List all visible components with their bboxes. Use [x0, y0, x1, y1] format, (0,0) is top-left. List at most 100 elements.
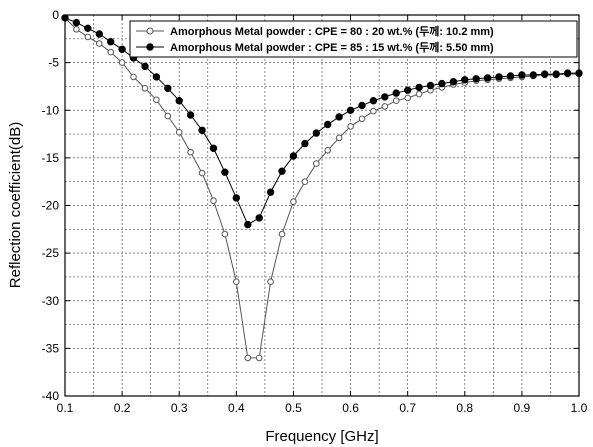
- series-2-point: [346, 106, 355, 115]
- series-1-point: [301, 178, 309, 185]
- series-1-point: [324, 147, 332, 154]
- series-1-point: [175, 128, 183, 136]
- series-1-point: [313, 160, 320, 167]
- series-2-point: [563, 69, 572, 77]
- series-1-point: [267, 278, 274, 286]
- series-1-point: [73, 26, 80, 33]
- legend-label-2: Amorphous Metal powder : CPE = 85 : 15 w…: [170, 40, 494, 54]
- series-2-point: [335, 113, 343, 121]
- series-2-point: [426, 81, 435, 90]
- series-2-point: [404, 86, 412, 94]
- x-tick-label: 0.1: [57, 401, 74, 415]
- x-tick-label: 0.4: [228, 401, 245, 415]
- series-1-point: [107, 48, 114, 56]
- y-tick-label: -15: [42, 151, 60, 165]
- series-2-point: [141, 62, 149, 71]
- series-1-point: [96, 40, 103, 47]
- series-2-point: [415, 83, 423, 92]
- series-1-point: [210, 197, 217, 204]
- x-tick-label: 0.3: [171, 401, 188, 415]
- series-2-point: [461, 76, 469, 84]
- series-1-point: [221, 230, 229, 238]
- x-axis-title: Frequency [GHz]: [265, 428, 378, 445]
- series-1-point: [290, 198, 297, 205]
- series-2-point: [266, 188, 275, 196]
- series-2-point: [369, 97, 378, 105]
- x-tick-label: 0.7: [399, 401, 416, 415]
- y-tick-label: -10: [42, 103, 60, 117]
- y-tick-label: -30: [42, 294, 60, 308]
- series-1-point: [255, 354, 263, 362]
- series-1-point: [153, 96, 160, 104]
- legend-marker-2: [146, 43, 154, 51]
- series-2-point: [221, 168, 229, 176]
- series-2-point: [449, 78, 458, 86]
- series-2-line: [64, 17, 579, 226]
- series-1-point: [244, 354, 252, 362]
- y-tick-label: -25: [42, 246, 60, 260]
- y-tick-label: -20: [42, 199, 60, 213]
- series-2-point: [175, 97, 183, 105]
- series-layer: [61, 14, 583, 362]
- series-1-point: [415, 90, 423, 98]
- series-2-point: [518, 71, 526, 79]
- x-tick-label: 1.0: [571, 401, 588, 415]
- series-1-point: [118, 59, 126, 66]
- series-1-point: [347, 123, 354, 130]
- series-2-point: [472, 75, 480, 83]
- legend-label-1: Amorphous Metal powder : CPE = 80 : 20 w…: [170, 24, 494, 38]
- series-2-point: [552, 70, 560, 78]
- y-tick-label: 0: [52, 8, 59, 22]
- series-1-point: [278, 230, 286, 238]
- series-2-point: [152, 73, 161, 81]
- legend-marker-1: [146, 27, 154, 35]
- x-tick-label: 0.2: [114, 401, 131, 415]
- series-1-point: [358, 115, 366, 123]
- series-1-point: [141, 85, 149, 92]
- tick-labels: 0.1 0.2 0.3 0.4 0.5 0.6 0.7 0.8 0.9 1.0 0 -5 -10 -15 -…: [42, 8, 588, 415]
- y-tick-label: -5: [48, 56, 59, 70]
- series-2-point: [72, 18, 81, 27]
- series-2-point: [164, 84, 172, 93]
- series-1-point: [370, 107, 377, 115]
- legend-box: [129, 20, 578, 58]
- series-1-point: [381, 103, 389, 110]
- series-2-point: [118, 45, 126, 53]
- ticks: [64, 14, 580, 397]
- series-1-point: [198, 169, 206, 177]
- series-2: [61, 14, 583, 229]
- x-tick-label: 0.6: [342, 401, 359, 415]
- x-tick-label: 0.8: [456, 401, 473, 415]
- series-2-point: [506, 72, 515, 80]
- series-1-point: [233, 278, 240, 286]
- series-2-point: [312, 129, 320, 137]
- series-1-point: [392, 97, 400, 104]
- series-2-point: [198, 126, 206, 135]
- series-1-point: [404, 94, 412, 102]
- series-2-point: [541, 70, 549, 78]
- series-2-point: [438, 79, 446, 88]
- series-2-point: [84, 24, 92, 32]
- series-2-point: [278, 167, 286, 175]
- series-2-point: [392, 89, 400, 97]
- legend: Amorphous Metal powder : CPE = 80 : 20 w…: [129, 20, 578, 58]
- x-tick-label: 0.9: [514, 401, 531, 415]
- series-2-point: [495, 73, 503, 81]
- series-2-point: [232, 194, 241, 202]
- series-2-point: [107, 38, 115, 46]
- series-1-point: [84, 33, 92, 41]
- series-2-point: [95, 30, 104, 38]
- series-2-point: [301, 139, 309, 148]
- series-2-point: [255, 214, 263, 222]
- series-1-line: [64, 17, 579, 359]
- y-tick-label: -35: [42, 341, 60, 355]
- series-1-point: [130, 73, 137, 81]
- series-2-point: [289, 152, 298, 160]
- series-2-point: [186, 111, 195, 119]
- series-2-point: [244, 220, 252, 229]
- y-tick-label: -40: [42, 389, 60, 403]
- series-2-point: [358, 101, 366, 110]
- series-1-point: [164, 112, 172, 120]
- series-2-point: [529, 71, 537, 79]
